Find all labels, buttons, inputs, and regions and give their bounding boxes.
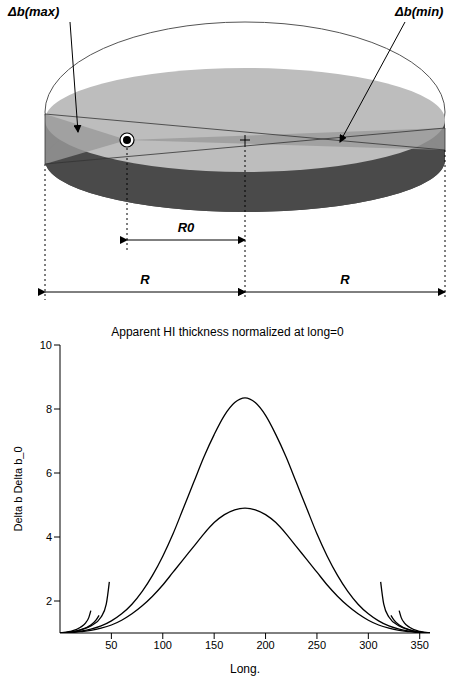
svg-text:2: 2	[46, 595, 52, 607]
svg-text:8: 8	[46, 403, 52, 415]
html-text:Apparent HI thickness normaliz: Apparent HI thickness normalized at long…	[111, 325, 344, 339]
svg-text:R: R	[140, 272, 150, 287]
svg-text:10: 10	[40, 340, 52, 351]
svg-text:300: 300	[359, 639, 377, 651]
svg-text:4: 4	[46, 531, 52, 543]
svg-text:R: R	[340, 272, 350, 287]
svg-text:100: 100	[154, 639, 172, 651]
svg-text:Δb(min): Δb(min)	[394, 4, 443, 19]
svg-text:R0: R0	[178, 220, 195, 235]
svg-text:250: 250	[308, 639, 326, 651]
svg-text:Δb(max): Δb(max)	[7, 4, 59, 19]
svg-text:200: 200	[256, 639, 274, 651]
svg-text:Delta b Delta b_0: Delta b Delta b_0	[12, 447, 24, 532]
svg-text:6: 6	[46, 467, 52, 479]
svg-text:Long.: Long.	[230, 662, 260, 676]
svg-text:50: 50	[105, 639, 117, 651]
svg-text:350: 350	[411, 639, 429, 651]
svg-text:150: 150	[205, 639, 223, 651]
